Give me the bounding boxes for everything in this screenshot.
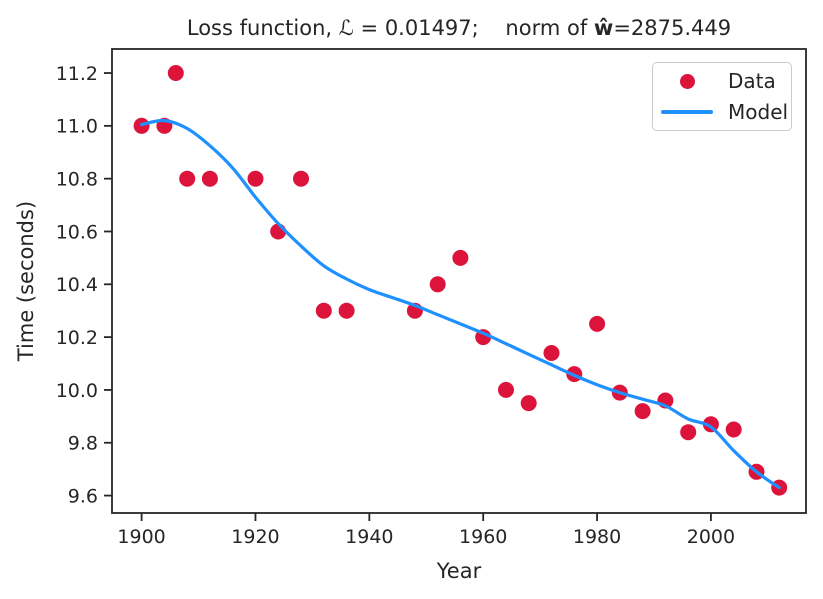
model-line — [140, 118, 781, 490]
x-axis-label: Year — [436, 559, 482, 583]
legend: Data Model — [652, 62, 792, 131]
data-point — [634, 403, 651, 420]
legend-swatch-zone — [661, 110, 713, 114]
y-tick-label: 11.0 — [56, 116, 98, 138]
legend-label-model: Model — [728, 100, 789, 124]
data-point — [179, 170, 196, 187]
data-point — [543, 345, 560, 361]
legend-swatch-zone — [661, 73, 713, 89]
legend-row-data: Data — [653, 69, 791, 93]
legend-label-data: Data — [728, 69, 776, 93]
x-tick-label: 1960 — [459, 526, 507, 548]
model-line-icon — [661, 110, 713, 114]
y-tick-label: 10.4 — [56, 274, 98, 296]
y-tick-label: 10.8 — [56, 169, 98, 191]
title-w-hat: ŵ — [593, 16, 614, 40]
data-marker-icon — [679, 73, 695, 89]
data-point — [520, 395, 537, 412]
y-tick-label: 10.2 — [56, 327, 98, 349]
y-axis-label: Time (seconds) — [14, 201, 38, 362]
data-point — [680, 424, 697, 441]
data-point — [498, 381, 514, 398]
x-tick-label: 1920 — [231, 526, 279, 548]
data-point — [429, 276, 446, 293]
y-tick-label: 9.8 — [68, 433, 98, 455]
y-tick-label: 9.6 — [68, 485, 98, 507]
data-point — [315, 302, 332, 319]
axes-spines — [111, 48, 807, 514]
data-point — [167, 65, 184, 81]
legend-row-model: Model — [653, 100, 791, 124]
y-tick-label: 10.0 — [56, 380, 98, 402]
data-point — [201, 170, 218, 187]
data-point — [338, 302, 355, 319]
x-tick-label: 1900 — [117, 526, 165, 548]
x-tick-label: 1940 — [345, 526, 393, 548]
y-tick-label: 10.6 — [56, 221, 98, 243]
title-text-after: =2875.449 — [613, 16, 732, 40]
data-point — [452, 249, 469, 266]
data-point — [247, 170, 264, 187]
data-point — [725, 421, 742, 438]
x-tick-label: 1980 — [573, 526, 621, 548]
y-tick-label: 11.2 — [56, 63, 98, 85]
data-point — [293, 170, 309, 187]
x-tick-label: 2000 — [687, 526, 735, 548]
data-point — [589, 315, 606, 332]
chart-title: Loss function, ℒ = 0.01497; norm of ŵ=28… — [112, 15, 806, 42]
title-text-before: Loss function, ℒ = 0.01497; norm of — [186, 16, 594, 40]
